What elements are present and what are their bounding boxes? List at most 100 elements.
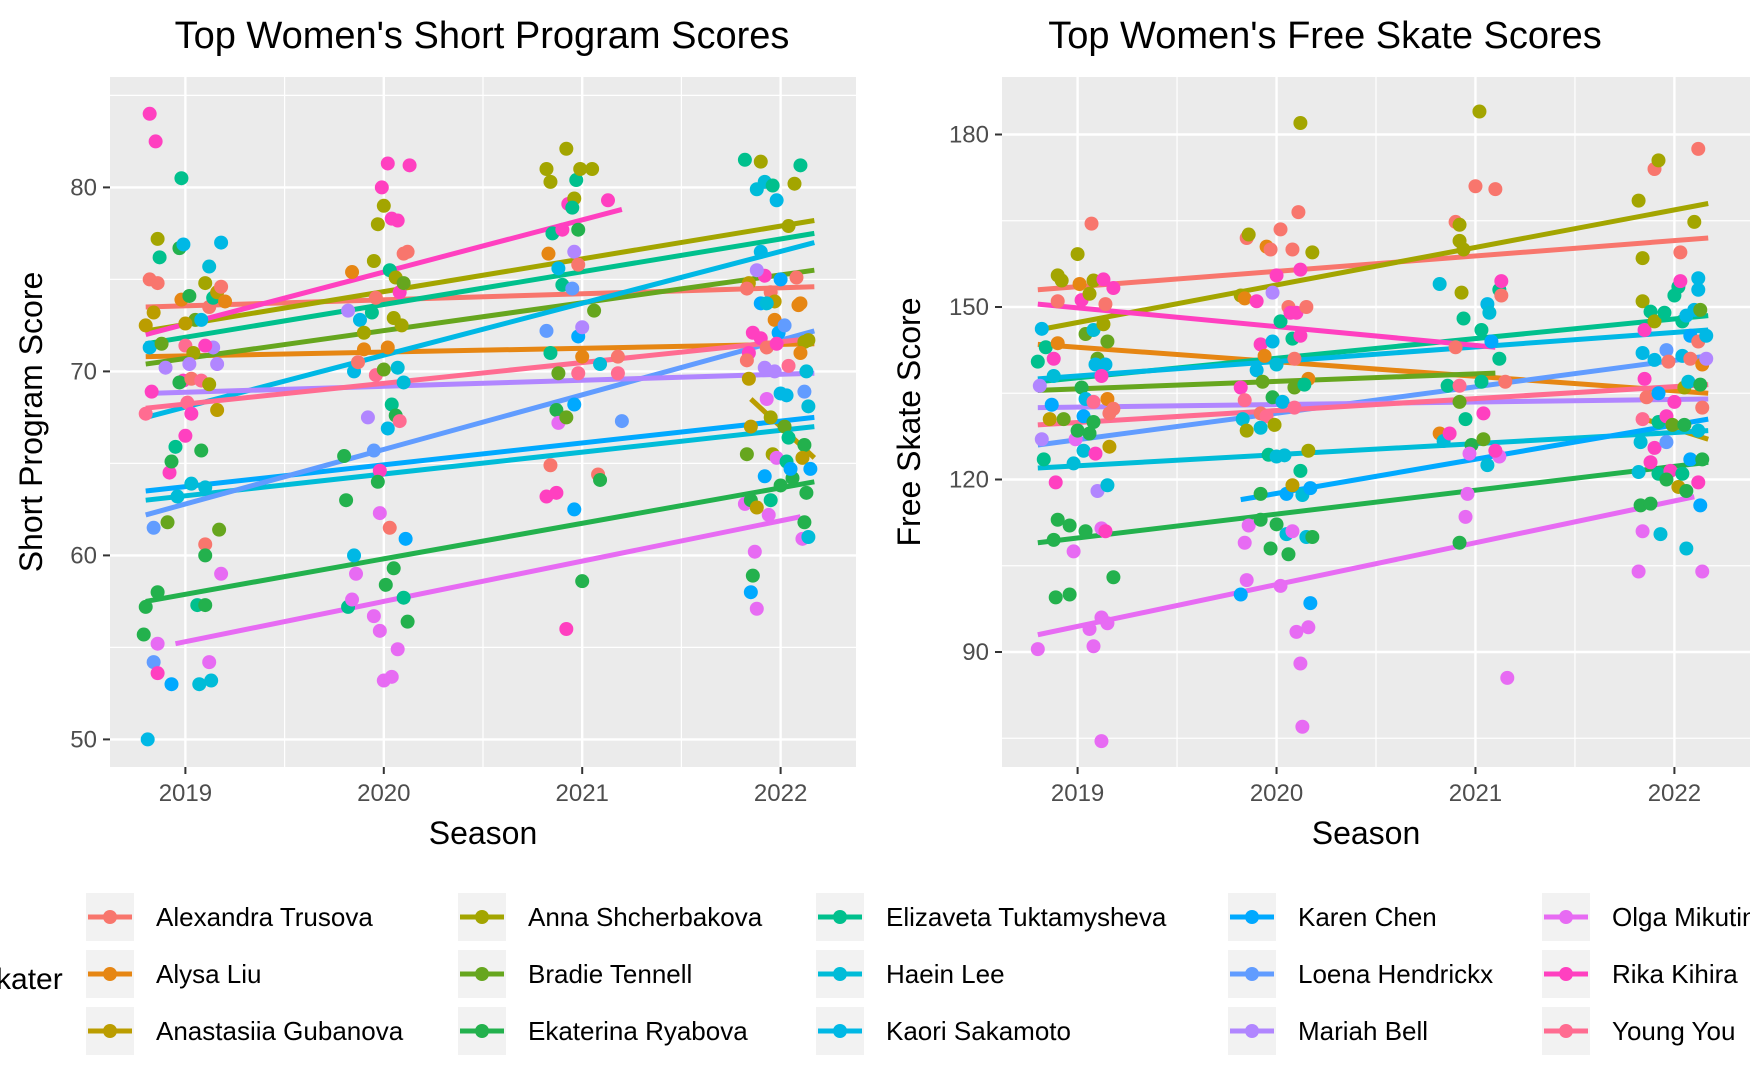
data-point <box>1096 317 1111 332</box>
data-point <box>1293 262 1308 277</box>
free-skate-panel: Top Women's Free Skate Scores 2019 2020 20… <box>891 15 1750 851</box>
data-point <box>198 276 213 291</box>
data-point <box>366 254 381 268</box>
data-point <box>1480 458 1495 473</box>
data-point <box>769 336 784 351</box>
data-point <box>571 366 586 381</box>
data-point <box>384 669 399 684</box>
trend-line <box>145 479 815 604</box>
short-program-trend-lines <box>145 207 817 647</box>
data-point <box>763 410 778 425</box>
data-point <box>1440 378 1455 393</box>
data-point <box>210 357 225 372</box>
data-point <box>610 366 625 381</box>
x-tick-label: 2020 <box>1250 780 1303 807</box>
data-point <box>150 666 165 681</box>
data-point <box>559 410 574 425</box>
legend-item: Mariah Bell <box>1228 1007 1428 1055</box>
data-point <box>1691 141 1706 156</box>
legend-label: Young You <box>1612 1016 1735 1046</box>
free-skate-x-axis-title: Season <box>1312 815 1421 851</box>
legend-label: Rika Kihira <box>1612 959 1738 989</box>
legend-label: Anna Shcherbakova <box>528 902 763 932</box>
data-point <box>1277 448 1292 463</box>
data-point <box>150 585 165 600</box>
trend-line <box>145 328 815 518</box>
data-point <box>162 465 177 480</box>
data-point <box>372 623 387 638</box>
data-point <box>1056 412 1071 427</box>
data-point <box>779 388 794 403</box>
legend-key-point <box>1245 910 1259 924</box>
trend-line <box>174 514 801 647</box>
legend-item: Kaori Sakamoto <box>816 1007 1071 1055</box>
data-point <box>1275 394 1290 409</box>
data-point <box>1253 486 1268 501</box>
data-point <box>1639 390 1654 405</box>
y-tick-label: 50 <box>70 726 97 753</box>
data-point <box>1452 394 1467 409</box>
data-point <box>218 294 233 309</box>
data-point <box>1482 305 1497 320</box>
legend-key-point <box>103 1024 117 1038</box>
data-point <box>182 357 197 372</box>
data-point <box>1492 351 1507 366</box>
data-point <box>795 450 810 465</box>
data-point <box>1100 616 1115 631</box>
data-point <box>1255 374 1270 389</box>
data-point <box>202 259 217 274</box>
free-skate-y-ticks: 90 120 150 180 <box>949 122 1002 666</box>
data-point <box>543 458 558 473</box>
data-point <box>1637 323 1652 337</box>
data-point <box>1500 670 1515 685</box>
legend-label: Elizaveta Tuktamysheva <box>886 902 1167 932</box>
data-point <box>1265 285 1280 300</box>
data-point <box>339 493 354 508</box>
data-point <box>140 732 155 747</box>
data-point <box>138 599 153 614</box>
data-point <box>587 303 602 318</box>
data-point <box>1695 400 1710 415</box>
legend-key-point <box>475 1024 489 1038</box>
x-tick-label: 2019 <box>1051 780 1104 807</box>
data-point <box>1667 394 1682 409</box>
data-point <box>1693 498 1708 513</box>
data-point <box>390 213 405 228</box>
short-program-title: Top Women's Short Program Scores <box>175 15 790 57</box>
data-point <box>1066 544 1081 559</box>
trend-line <box>1037 201 1709 333</box>
data-point <box>1683 452 1698 467</box>
data-point <box>1687 214 1702 229</box>
data-point <box>1460 486 1475 501</box>
data-point <box>801 333 816 348</box>
data-point <box>551 366 566 381</box>
data-point <box>1287 400 1302 415</box>
data-point <box>1643 496 1658 511</box>
data-point <box>1665 417 1680 432</box>
data-point <box>1293 328 1308 343</box>
data-point <box>1102 439 1117 454</box>
legend-item: Alysa Liu <box>86 950 262 998</box>
data-point <box>1456 242 1471 257</box>
data-point <box>1070 423 1085 438</box>
data-point <box>1239 573 1254 588</box>
data-point <box>380 421 395 436</box>
data-point <box>1488 443 1503 458</box>
legend-item: Loena Hendrickx <box>1228 950 1493 998</box>
data-point <box>198 598 213 613</box>
data-point <box>801 530 816 544</box>
trend-line <box>1037 327 1709 382</box>
x-tick-label: 2020 <box>357 780 410 807</box>
data-point <box>349 566 364 581</box>
data-point <box>797 515 812 530</box>
data-point <box>1088 357 1103 372</box>
data-point <box>1305 245 1320 260</box>
data-point <box>341 303 356 318</box>
data-point <box>593 472 608 487</box>
data-point <box>374 180 389 195</box>
data-point <box>366 443 381 458</box>
data-point <box>749 601 764 616</box>
legend-item: Bradie Tennell <box>458 950 692 998</box>
data-point <box>799 485 814 500</box>
data-point <box>1239 423 1254 438</box>
